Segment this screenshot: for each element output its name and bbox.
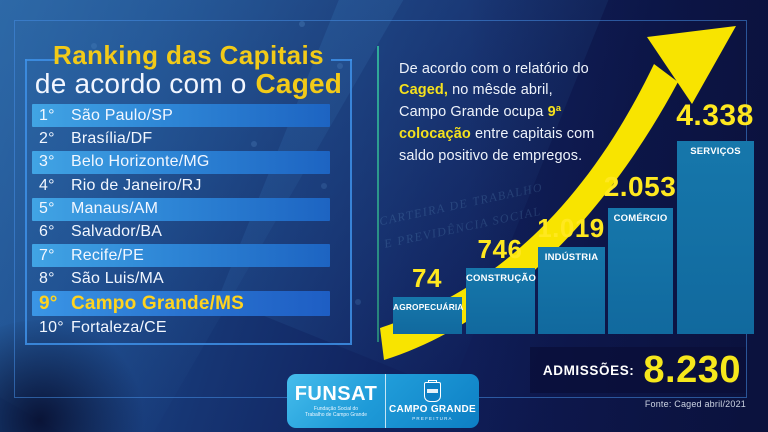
bar-label: SERVIÇOS [690, 146, 741, 157]
admissions-label: ADMISSÕES: [542, 362, 635, 378]
bar-value-industria: 1.019 [537, 213, 605, 243]
title-line2-white: de acordo com o [34, 68, 247, 100]
bar-agropecuaria: AGROPECUÁRIA [393, 297, 464, 334]
section-divider [377, 46, 379, 342]
funsat-subtitle-line: Trabalho de Campo Grande [304, 412, 368, 418]
bar-servicos: SERVIÇOS [677, 141, 754, 334]
capital-name: Brasília/DF [71, 129, 153, 147]
ranking-row-5: 5° Manaus/AM [32, 197, 330, 221]
note-caged-highlight: Caged, [399, 82, 448, 99]
ranking-row-4: 4° Rio de Janeiro/RJ [32, 174, 330, 197]
bar-value-construcao: 746 [477, 234, 523, 264]
rank-number: 5° [39, 200, 55, 218]
ranking-frame [25, 59, 352, 345]
ranking-row-1: 1° São Paulo/SP [32, 104, 330, 127]
bar-label: CONSTRUÇÃO [466, 273, 537, 284]
bar-value-agropecuaria: 74 [412, 263, 442, 293]
title-line2: de acordo com o Caged [25, 68, 352, 100]
rank-number: 8° [39, 270, 55, 288]
background-dots [0, 0, 4, 4]
rank-number: 6° [39, 223, 55, 241]
capital-name: Belo Horizonte/MG [71, 153, 210, 171]
capital-name: Campo Grande/MS [71, 292, 244, 314]
funsat-subtitle: Fundação Social do Trabalho de Campo Gra… [305, 406, 367, 419]
capital-name: Recife/PE [71, 246, 144, 264]
admissions-value: 8.230 [643, 348, 741, 391]
note-segment: De acordo com o relatório do [399, 60, 589, 77]
ranking-row-3: 3° Belo Horizonte/MG [32, 150, 330, 174]
rank-number: 2° [39, 129, 55, 147]
capital-name: São Paulo/SP [71, 106, 174, 124]
ranking-row-6: 6° Salvador/BA [32, 221, 330, 244]
ranking-frame-top-right [331, 59, 352, 61]
note-placement-highlight: 9ª colocação [399, 104, 562, 142]
footer-logo-bar: FUNSAT Fundação Social do Trabalho de Ca… [287, 374, 479, 428]
ranking-row-8: 8° São Luis/MA [32, 268, 330, 291]
rank-number: 4° [39, 176, 55, 194]
bar-industria: INDÚSTRIA [538, 247, 605, 334]
admissions-total-bar: ADMISSÕES: 8.230 [530, 347, 746, 393]
rank-number: 9° [39, 292, 58, 314]
campo-grande-crest-icon [424, 379, 441, 402]
bar-label: COMÉRCIO [613, 213, 668, 224]
city-wordmark: CAMPO GRANDE [389, 403, 476, 415]
city-subtitle: PREFEITURA [412, 415, 453, 421]
funsat-subtitle-line: Fundação Social do [313, 405, 359, 412]
note-segment: no mêsde abril, Campo Grande ocupa [399, 82, 553, 120]
campo-grande-logo: CAMPO GRANDE PREFEITURA [385, 374, 479, 428]
capital-name: Manaus/AM [71, 200, 159, 218]
note-segment: entre capitais com saldo positivo de emp… [399, 125, 595, 164]
capital-name: São Luis/MA [71, 270, 164, 288]
rank-number: 7° [39, 246, 55, 264]
summary-text: De acordo com o relatório do Caged, no m… [399, 59, 595, 168]
rank-number: 10° [39, 319, 64, 337]
rank-number: 1° [39, 106, 55, 124]
funsat-logo: FUNSAT Fundação Social do Trabalho de Ca… [287, 374, 385, 428]
bar-label: INDÚSTRIA [544, 252, 599, 263]
ranking-row-2: 2° Brasília/DF [32, 127, 330, 150]
bar-construcao: CONSTRUÇÃO [466, 268, 537, 334]
capital-name: Rio de Janeiro/RJ [71, 176, 202, 194]
bar-comercio: COMÉRCIO [608, 208, 673, 334]
bar-label: AGROPECUÁRIA [393, 302, 464, 312]
capitals-ranking-list: 1° São Paulo/SP 2° Brasília/DF 3° Belo Hori… [32, 104, 330, 340]
ranking-row-7: 7° Recife/PE [32, 244, 330, 268]
bar-value-comercio: 2.053 [603, 171, 677, 202]
capital-name: Fortaleza/CE [71, 319, 167, 337]
ranking-row-9-campo-grande: 9° Campo Grande/MS [32, 291, 330, 317]
ranking-frame-top-left [25, 59, 55, 61]
rank-number: 3° [39, 153, 55, 171]
funsat-wordmark: FUNSAT [294, 382, 378, 405]
bar-value-servicos: 4.338 [676, 99, 754, 132]
ranking-row-10: 10° Fortaleza/CE [32, 317, 330, 340]
title-line1: Ranking das Capitais [53, 40, 324, 70]
title-caged: Caged [255, 68, 343, 100]
page-title: Ranking das Capitais de acordo com o Cage… [25, 41, 352, 99]
capital-name: Salvador/BA [71, 223, 163, 241]
data-source-caption: Fonte: Caged abril/2021 [644, 399, 746, 409]
